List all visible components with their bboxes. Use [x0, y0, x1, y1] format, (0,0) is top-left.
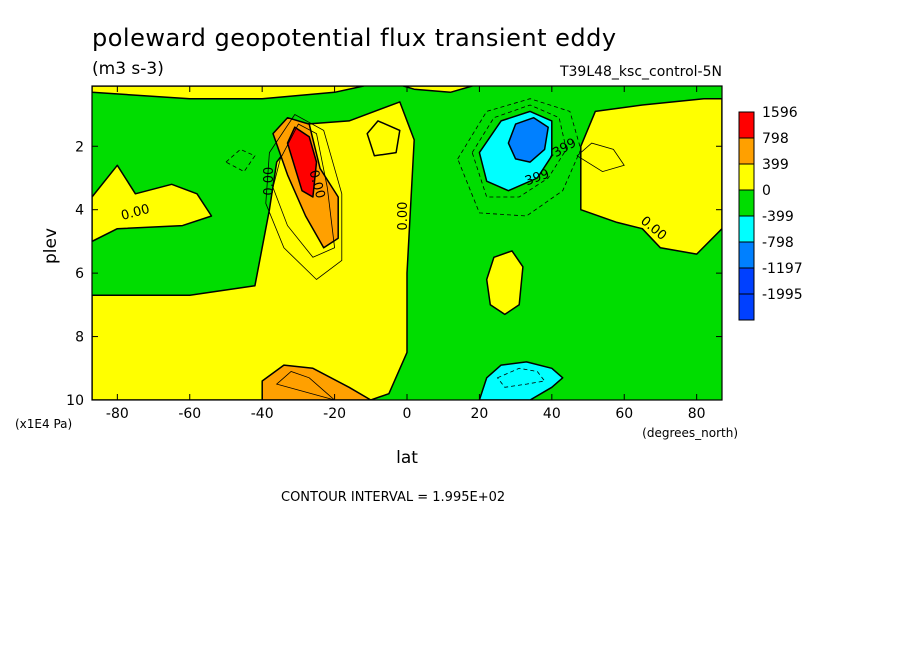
- colorbar-label: 1596: [762, 105, 798, 121]
- chart-units: (m3 s-3): [92, 59, 164, 79]
- contour-label: 0.00: [396, 202, 411, 231]
- run-label: T39L48_ksc_control-5N: [559, 64, 722, 80]
- colorbar-swatch: [738, 215, 755, 243]
- x-tick-label: -60: [178, 406, 201, 422]
- colorbar-swatch: [738, 293, 755, 321]
- y-tick-label: 4: [75, 203, 84, 219]
- contour-region: [507, 116, 549, 163]
- x-tick-label: -80: [106, 406, 129, 422]
- x-tick-label: 20: [470, 406, 488, 422]
- contour-line: [471, 104, 567, 198]
- colorbar-label: -399: [762, 209, 794, 225]
- y-axis-ticks: 2 4 6 8 10: [66, 139, 722, 409]
- colorbar-label: -798: [762, 235, 794, 251]
- x-axis-label: lat: [396, 448, 418, 468]
- contour-line: [275, 371, 335, 400]
- contour-lines: [225, 98, 625, 400]
- contour-region: [366, 120, 401, 157]
- colorbar-swatch: [738, 241, 755, 269]
- y-tick-label: 10: [66, 393, 84, 409]
- contour-line: [496, 367, 546, 388]
- contour-line: [576, 142, 625, 173]
- colorbar-label: 399: [762, 157, 789, 173]
- y-tick-label: 2: [75, 139, 84, 155]
- y-tick-label: 8: [75, 330, 84, 346]
- x-tick-label: -40: [251, 406, 274, 422]
- contour-region: [478, 361, 564, 400]
- chart-title: poleward geopotential flux transient edd…: [92, 24, 617, 52]
- colorbar-swatch: [738, 137, 755, 165]
- colorbar-label: 0: [762, 183, 771, 199]
- x-tick-label: 0: [403, 406, 412, 422]
- x-tick-label: 40: [543, 406, 561, 422]
- contour-region: [286, 126, 318, 198]
- contour-label: 0.00: [120, 202, 152, 224]
- contour-region: [92, 86, 365, 100]
- y-tick-label: 6: [75, 266, 84, 282]
- colorbar-legend: 1596 798 399 0 -399 -798 -1197 -1995: [738, 105, 803, 321]
- contour-interval-note: CONTOUR INTERVAL = 1.995E+02: [281, 490, 505, 505]
- colorbar-label: -1995: [762, 287, 803, 303]
- contour-line: [272, 123, 336, 258]
- filled-regions: [92, 86, 722, 400]
- contour-label: 0.00: [262, 167, 277, 196]
- contour-label: 0.00: [305, 168, 327, 200]
- colorbar-swatch: [738, 189, 755, 217]
- y-axis-units: (x1E4 Pa): [15, 417, 72, 431]
- colorbar-label: 798: [762, 131, 789, 147]
- contour-region: [92, 101, 415, 400]
- contour-region: [485, 250, 524, 316]
- x-axis-units: (degrees_north): [642, 426, 738, 440]
- colorbar-swatch: [738, 163, 755, 191]
- contour-region: [402, 86, 473, 94]
- contour-region: [261, 364, 372, 400]
- contour-region: [580, 97, 722, 255]
- colorbar-swatch: [738, 267, 755, 295]
- contour-region: [92, 164, 213, 243]
- contour-line: [265, 113, 343, 281]
- y-axis-label: plev: [41, 228, 61, 264]
- contour-line: [457, 98, 582, 217]
- x-axis-ticks: -80 -60 -40 -20 0 20 40 60 80: [106, 86, 706, 422]
- colorbar-swatch: [738, 111, 755, 139]
- x-tick-label: 80: [688, 406, 706, 422]
- x-tick-label: 60: [615, 406, 633, 422]
- colorbar-label: -1197: [762, 261, 803, 277]
- x-tick-label: -20: [323, 406, 346, 422]
- contour-line: [225, 148, 256, 173]
